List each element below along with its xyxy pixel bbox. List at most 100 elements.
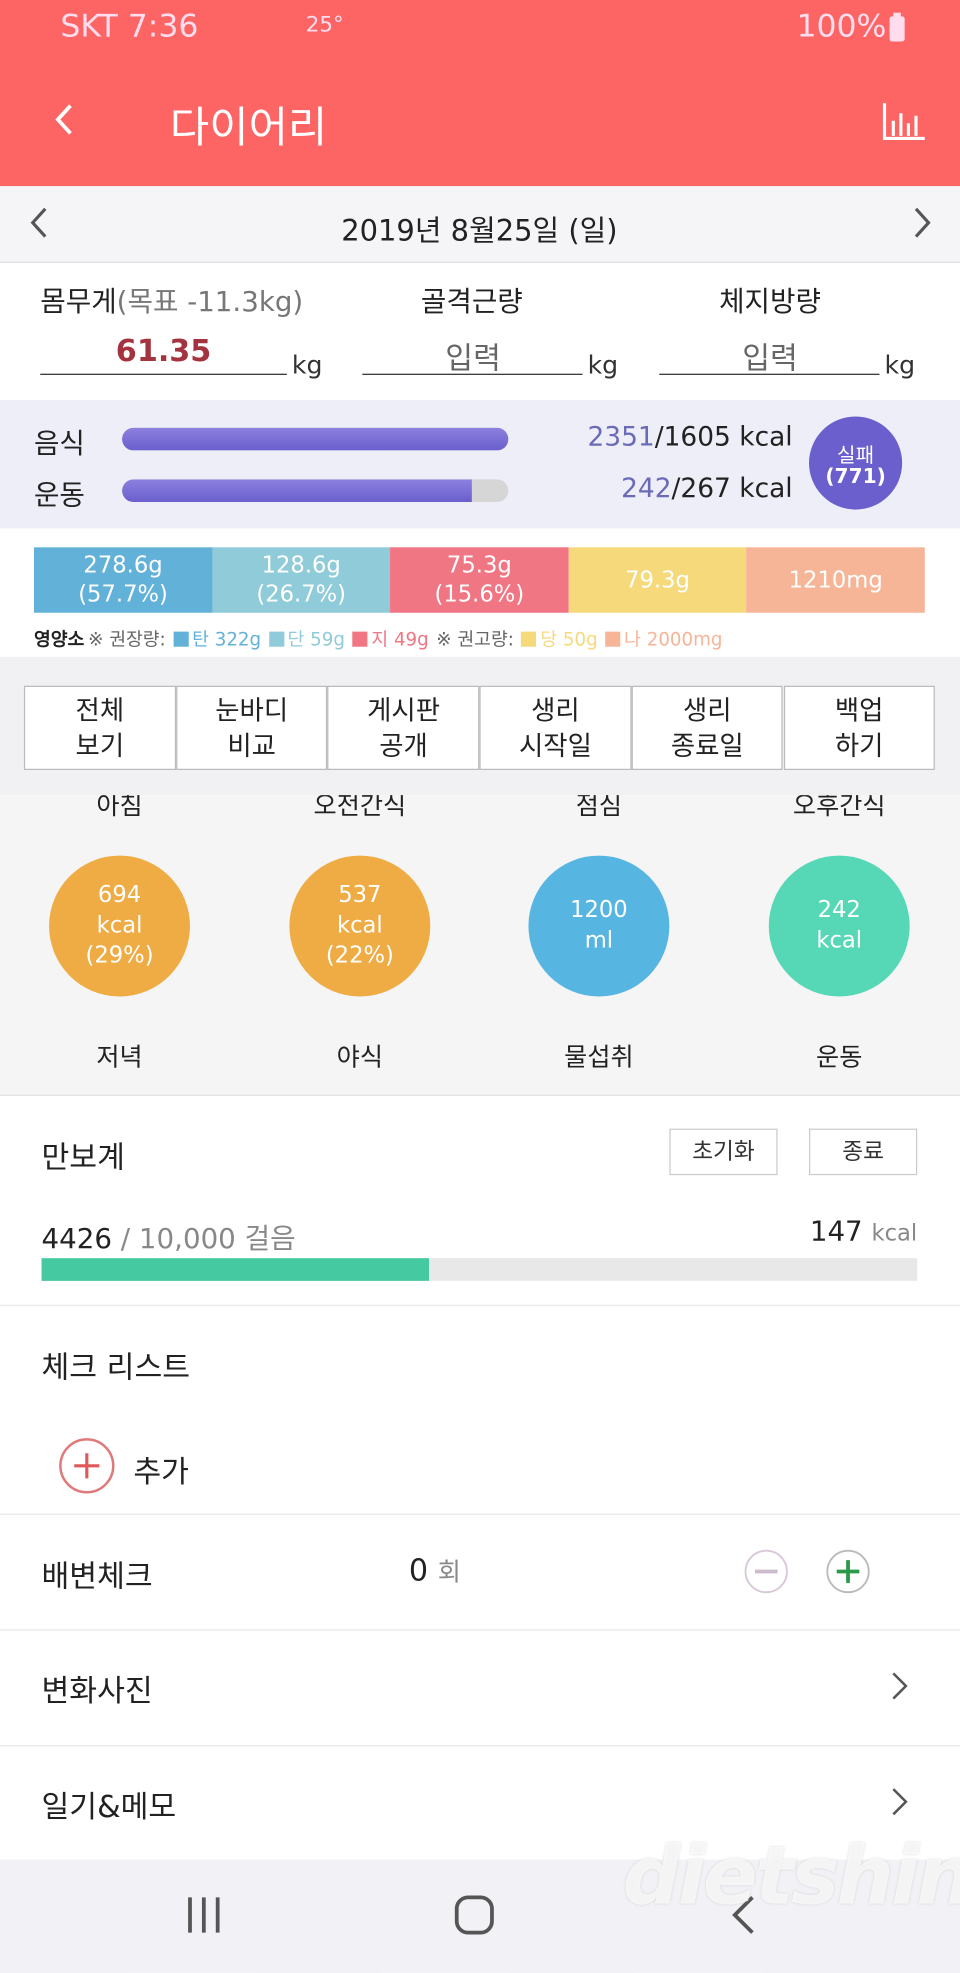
body-label: 체지방량 xyxy=(719,286,821,319)
legend-advised: ※ 권고량: xyxy=(436,630,514,651)
nutrient-amount: 75.3g xyxy=(446,552,512,579)
status-temp: 25° xyxy=(305,12,344,38)
nav-bg xyxy=(0,1859,960,1973)
meal-circle-line: 242 xyxy=(817,897,861,924)
button-line: 하기 xyxy=(834,730,884,761)
steps-unit: 걸음 xyxy=(244,1224,296,1256)
button-line: 보기 xyxy=(75,730,125,761)
body-input[interactable]: 입력 xyxy=(742,340,798,377)
nav-recent[interactable] xyxy=(186,1895,224,1935)
meal-circle-line: kcal xyxy=(96,912,143,939)
meal-top-label: 오후간식 xyxy=(792,795,886,821)
watermark: dietshin.com xyxy=(622,1830,960,1924)
photo-chevron[interactable] xyxy=(890,1671,913,1704)
date: 2019년 8월25일 (일) xyxy=(341,215,618,248)
kcal-text: 147 kcal xyxy=(810,1217,917,1248)
meal-circle-line: ml xyxy=(584,927,614,954)
meal-label: 저녁 xyxy=(96,1041,143,1072)
steps-bar xyxy=(41,1258,430,1281)
button-line: 공개 xyxy=(379,730,428,761)
legend-item: 당 50g xyxy=(540,630,598,651)
steps: 4426 xyxy=(41,1224,112,1256)
legend-item: 지 49g xyxy=(371,630,429,651)
legend-swatch xyxy=(521,630,537,647)
legend-swatch xyxy=(352,630,368,647)
menu-button[interactable]: 게시판 공개 xyxy=(327,685,480,771)
exercise-bar xyxy=(122,479,473,503)
steps-text: 4426 / 10,000 걸음 xyxy=(42,1217,296,1257)
menu-button[interactable]: 생리 종료일 xyxy=(631,685,784,771)
food-target: 1605 xyxy=(663,421,731,452)
meal-circle[interactable]: 242 kcal xyxy=(768,855,910,997)
plus-button[interactable] xyxy=(825,1549,870,1738)
separator: / xyxy=(671,473,681,504)
nutrient-percent: (26.7%) xyxy=(256,581,347,608)
menu-button[interactable]: 눈바디 비교 xyxy=(175,685,328,771)
meal-label: 야식 xyxy=(336,1041,384,1072)
date-bar-bg xyxy=(0,186,960,263)
meal-circle-line: 694 xyxy=(97,881,142,909)
meal-label: 운동 xyxy=(816,1041,863,1072)
memo-chevron[interactable] xyxy=(890,1787,913,1820)
nutrient-segment: 79.3g xyxy=(568,547,747,613)
food-label: 음식 xyxy=(33,429,85,461)
back-button[interactable] xyxy=(50,101,80,290)
legend-swatch xyxy=(173,630,189,647)
food-bar xyxy=(122,427,509,451)
status-header-bg xyxy=(0,0,960,187)
button-line: 시작일 xyxy=(518,730,592,761)
divider xyxy=(0,1629,960,1631)
intake-bg xyxy=(0,400,960,529)
status-time: SKT 7:36 xyxy=(60,7,199,45)
stop-button[interactable]: 종료 xyxy=(809,1128,918,1176)
memo-title[interactable]: 일기&메모 xyxy=(41,1789,177,1825)
exercise-target: 267 xyxy=(680,473,731,504)
battery-icon xyxy=(889,12,905,42)
nav-home[interactable] xyxy=(453,1894,498,1939)
unit: 회 xyxy=(437,1556,461,1587)
nutrient-segment: 128.6g (26.7%) xyxy=(212,547,391,613)
steps-goal: 10,000 xyxy=(138,1224,236,1256)
bowel-count: 0 회 xyxy=(409,1551,461,1588)
legend-swatch xyxy=(605,630,621,647)
meal-circle[interactable]: 537 kcal (22%) xyxy=(289,855,431,997)
checklist-title: 체크 리스트 xyxy=(41,1350,191,1386)
button-line: 전체 xyxy=(75,695,125,726)
nutrient-percent: (15.6%) xyxy=(434,581,525,608)
body-input[interactable]: 입력 xyxy=(445,340,501,377)
body-line xyxy=(362,373,583,375)
nav-back[interactable] xyxy=(730,1895,760,1935)
next-date[interactable] xyxy=(908,206,938,395)
meal-top-label: 점심 xyxy=(575,795,623,821)
meal-circle[interactable]: 1200 ml xyxy=(528,855,670,997)
kcal: 147 xyxy=(809,1216,863,1249)
meal-circle-line: kcal xyxy=(816,927,863,954)
pedometer-title: 만보계 xyxy=(41,1139,125,1176)
meal-circle-line: (29%) xyxy=(85,942,154,969)
body-line xyxy=(659,373,880,375)
meal-circle[interactable]: 694 kcal (29%) xyxy=(49,855,190,997)
button-line: 종료일 xyxy=(670,730,744,761)
button-line: 생리 xyxy=(531,695,580,726)
minus-button[interactable] xyxy=(744,1549,789,1738)
add-label[interactable]: 추가 xyxy=(133,1454,189,1490)
photo-title[interactable]: 변화사진 xyxy=(41,1673,153,1709)
food-value: 2351 xyxy=(587,421,655,452)
weight-goal: (목표 -11.3kg) xyxy=(116,286,304,319)
food-track xyxy=(122,427,509,451)
reset-button[interactable]: 초기화 xyxy=(669,1128,778,1176)
chart-icon[interactable] xyxy=(881,101,929,144)
food-text: 2351/1605 kcal xyxy=(587,421,792,451)
button-line: 백업 xyxy=(834,695,884,726)
status-value: (771) xyxy=(825,464,886,489)
add-icon[interactable] xyxy=(58,1437,116,1626)
prev-date[interactable] xyxy=(25,206,55,395)
button-line: 비교 xyxy=(227,730,276,761)
meals-clip: 아침 오전간식 점심 오후간식 xyxy=(0,795,960,820)
weight-value[interactable]: 61.35 xyxy=(115,333,212,369)
